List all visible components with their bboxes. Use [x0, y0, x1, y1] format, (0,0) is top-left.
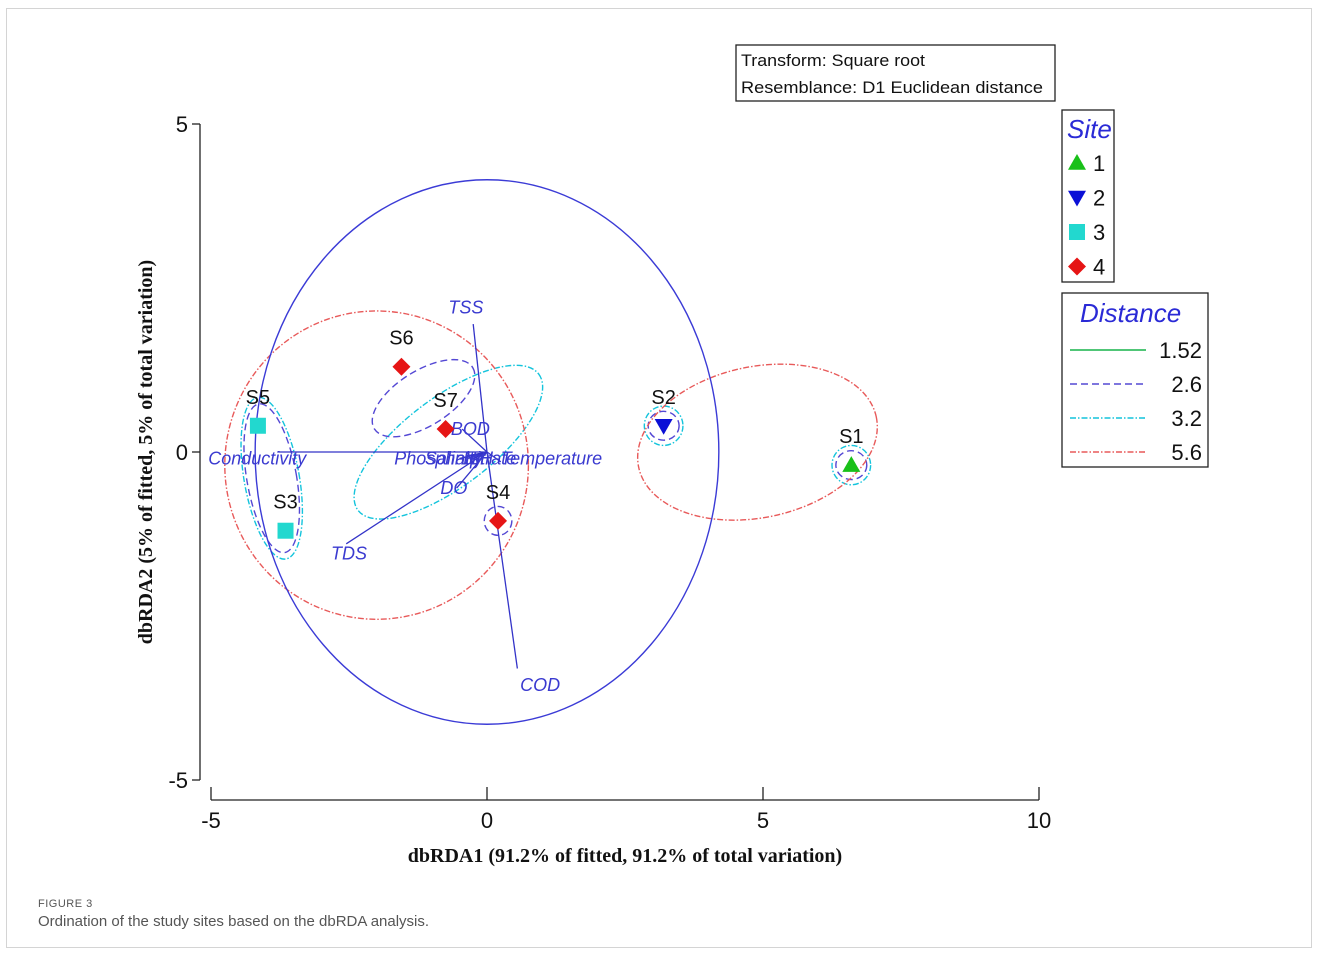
figure-caption: Ordination of the study sites based on t…: [38, 913, 430, 930]
info-box: Transform: Square root Resemblance: D1 E…: [735, 44, 1056, 102]
point-label-s4: S4: [486, 482, 510, 504]
vector-label-nitrate: Nitrate: [463, 449, 516, 469]
x-tick-label: 10: [1027, 808, 1051, 833]
site-legend-marker-3: [1069, 224, 1085, 240]
distance-legend-label-5.6: 5.6: [1171, 440, 1202, 465]
cluster-ellipse-3.2-s3-s5: [240, 396, 304, 560]
vector-bod: [461, 428, 488, 453]
cluster-ellipse-3.2-s2: [643, 405, 684, 447]
site-legend-marker-4: [1068, 257, 1086, 276]
y-tick-label: -5: [168, 768, 188, 793]
point-label-s5: S5: [246, 387, 270, 409]
environmental-vectors: TSS COD TDS Conductivity Temperature DO BOD Sal…: [208, 298, 602, 695]
distance-legend-entries: 1.52 2.6 3.2 5.6: [1070, 338, 1202, 465]
cluster-ellipse-3.2-s4-s6-s7: [353, 364, 544, 520]
point-s6: [392, 357, 411, 376]
info-box-transform: Transform: Square root: [741, 51, 925, 70]
x-axis-title: dbRDA1 (91.2% of fitted, 91.2% of total …: [408, 845, 842, 867]
point-label-s3: S3: [273, 492, 297, 514]
vector-label-phosphate: Phosphate: [394, 449, 480, 469]
x-tick-label: -5: [201, 808, 221, 833]
vector-label-do: DO: [440, 478, 467, 498]
site-legend-label-1: 1: [1093, 151, 1105, 176]
site-legend-title: Site: [1067, 114, 1112, 144]
figure-frame: [6, 8, 1312, 948]
distance-legend: Distance 1.52 2.6 3.2 5.6: [1061, 292, 1209, 468]
site-legend-entries: 1 2 3 4: [1068, 151, 1105, 280]
axes: -5 0 5 -5 0 5 10: [168, 112, 1051, 833]
distance-legend-title: Distance: [1080, 298, 1181, 328]
point-s2: [654, 419, 673, 435]
sample-points: S1 S2 S3 S4 S5 S6 S7: [246, 328, 864, 539]
cluster-ellipse-3.2-s1: [831, 444, 872, 486]
point-label-s7: S7: [433, 390, 457, 412]
vector-nitrate: [472, 451, 488, 460]
point-label-s6: S6: [389, 328, 413, 350]
cluster-ellipse-2.6-s3-s5: [243, 403, 301, 554]
x-tick-label: 0: [481, 808, 493, 833]
cluster-ellipse-5.6-s3-s4-s5-s6-s7: [224, 310, 530, 620]
vector-phosphate: [459, 451, 488, 460]
vector-label-bod: BOD: [451, 419, 490, 439]
vector-label-cod: COD: [520, 675, 560, 695]
cluster-ellipse-5.6-s1-s2: [636, 363, 878, 521]
point-s3: [277, 522, 294, 539]
vector-temperature: [486, 451, 502, 463]
point-s1: [842, 456, 861, 472]
vector-label-conductivity: Conductivity: [208, 449, 307, 469]
site-legend-label-2: 2: [1093, 186, 1105, 211]
point-s7: [436, 420, 455, 439]
figure-label: FIGURE 3: [38, 898, 93, 910]
x-tick-label: 5: [757, 808, 769, 833]
point-s4: [489, 511, 508, 530]
cluster-ellipse-2.6-s1: [835, 449, 868, 481]
vector-cod: [486, 451, 519, 669]
distance-legend-label-3.2: 3.2: [1171, 406, 1202, 431]
site-legend: Site 1 2 3 4: [1061, 109, 1115, 283]
site-legend-marker-2: [1068, 190, 1086, 207]
info-box-resemblance: Resemblance: D1 Euclidean distance: [741, 78, 1043, 97]
vector-tds: [345, 451, 488, 545]
y-tick-label: 5: [176, 112, 188, 137]
y-tick-label: 0: [176, 440, 188, 465]
point-label-s2: S2: [651, 387, 675, 409]
distance-legend-label-2.6: 2.6: [1171, 372, 1202, 397]
vector-label-ph: pH: [469, 449, 494, 469]
point-label-s1: S1: [839, 426, 863, 448]
vector-label-salinity: Salinity: [425, 449, 484, 469]
vector-label-temperature: Temperature: [501, 449, 602, 469]
vector-label-tss: TSS: [448, 298, 483, 318]
site-legend-marker-1: [1068, 154, 1086, 170]
point-s5: [249, 417, 266, 434]
vector-label-tds: TDS: [331, 544, 367, 564]
cluster-ellipse-2.6-s6-s7: [371, 358, 476, 438]
site-legend-label-3: 3: [1093, 220, 1105, 245]
y-axis-title: dbRDA2 (5% of fitted, 5% of total variat…: [135, 260, 157, 644]
vector-tss: [472, 324, 488, 453]
distance-legend-label-1.52: 1.52: [1159, 338, 1202, 363]
vector-do: [456, 451, 488, 489]
cluster-ellipse-8.1-s3-s4-s5-s6-s7: [254, 179, 720, 725]
site-legend-label-4: 4: [1093, 255, 1105, 280]
